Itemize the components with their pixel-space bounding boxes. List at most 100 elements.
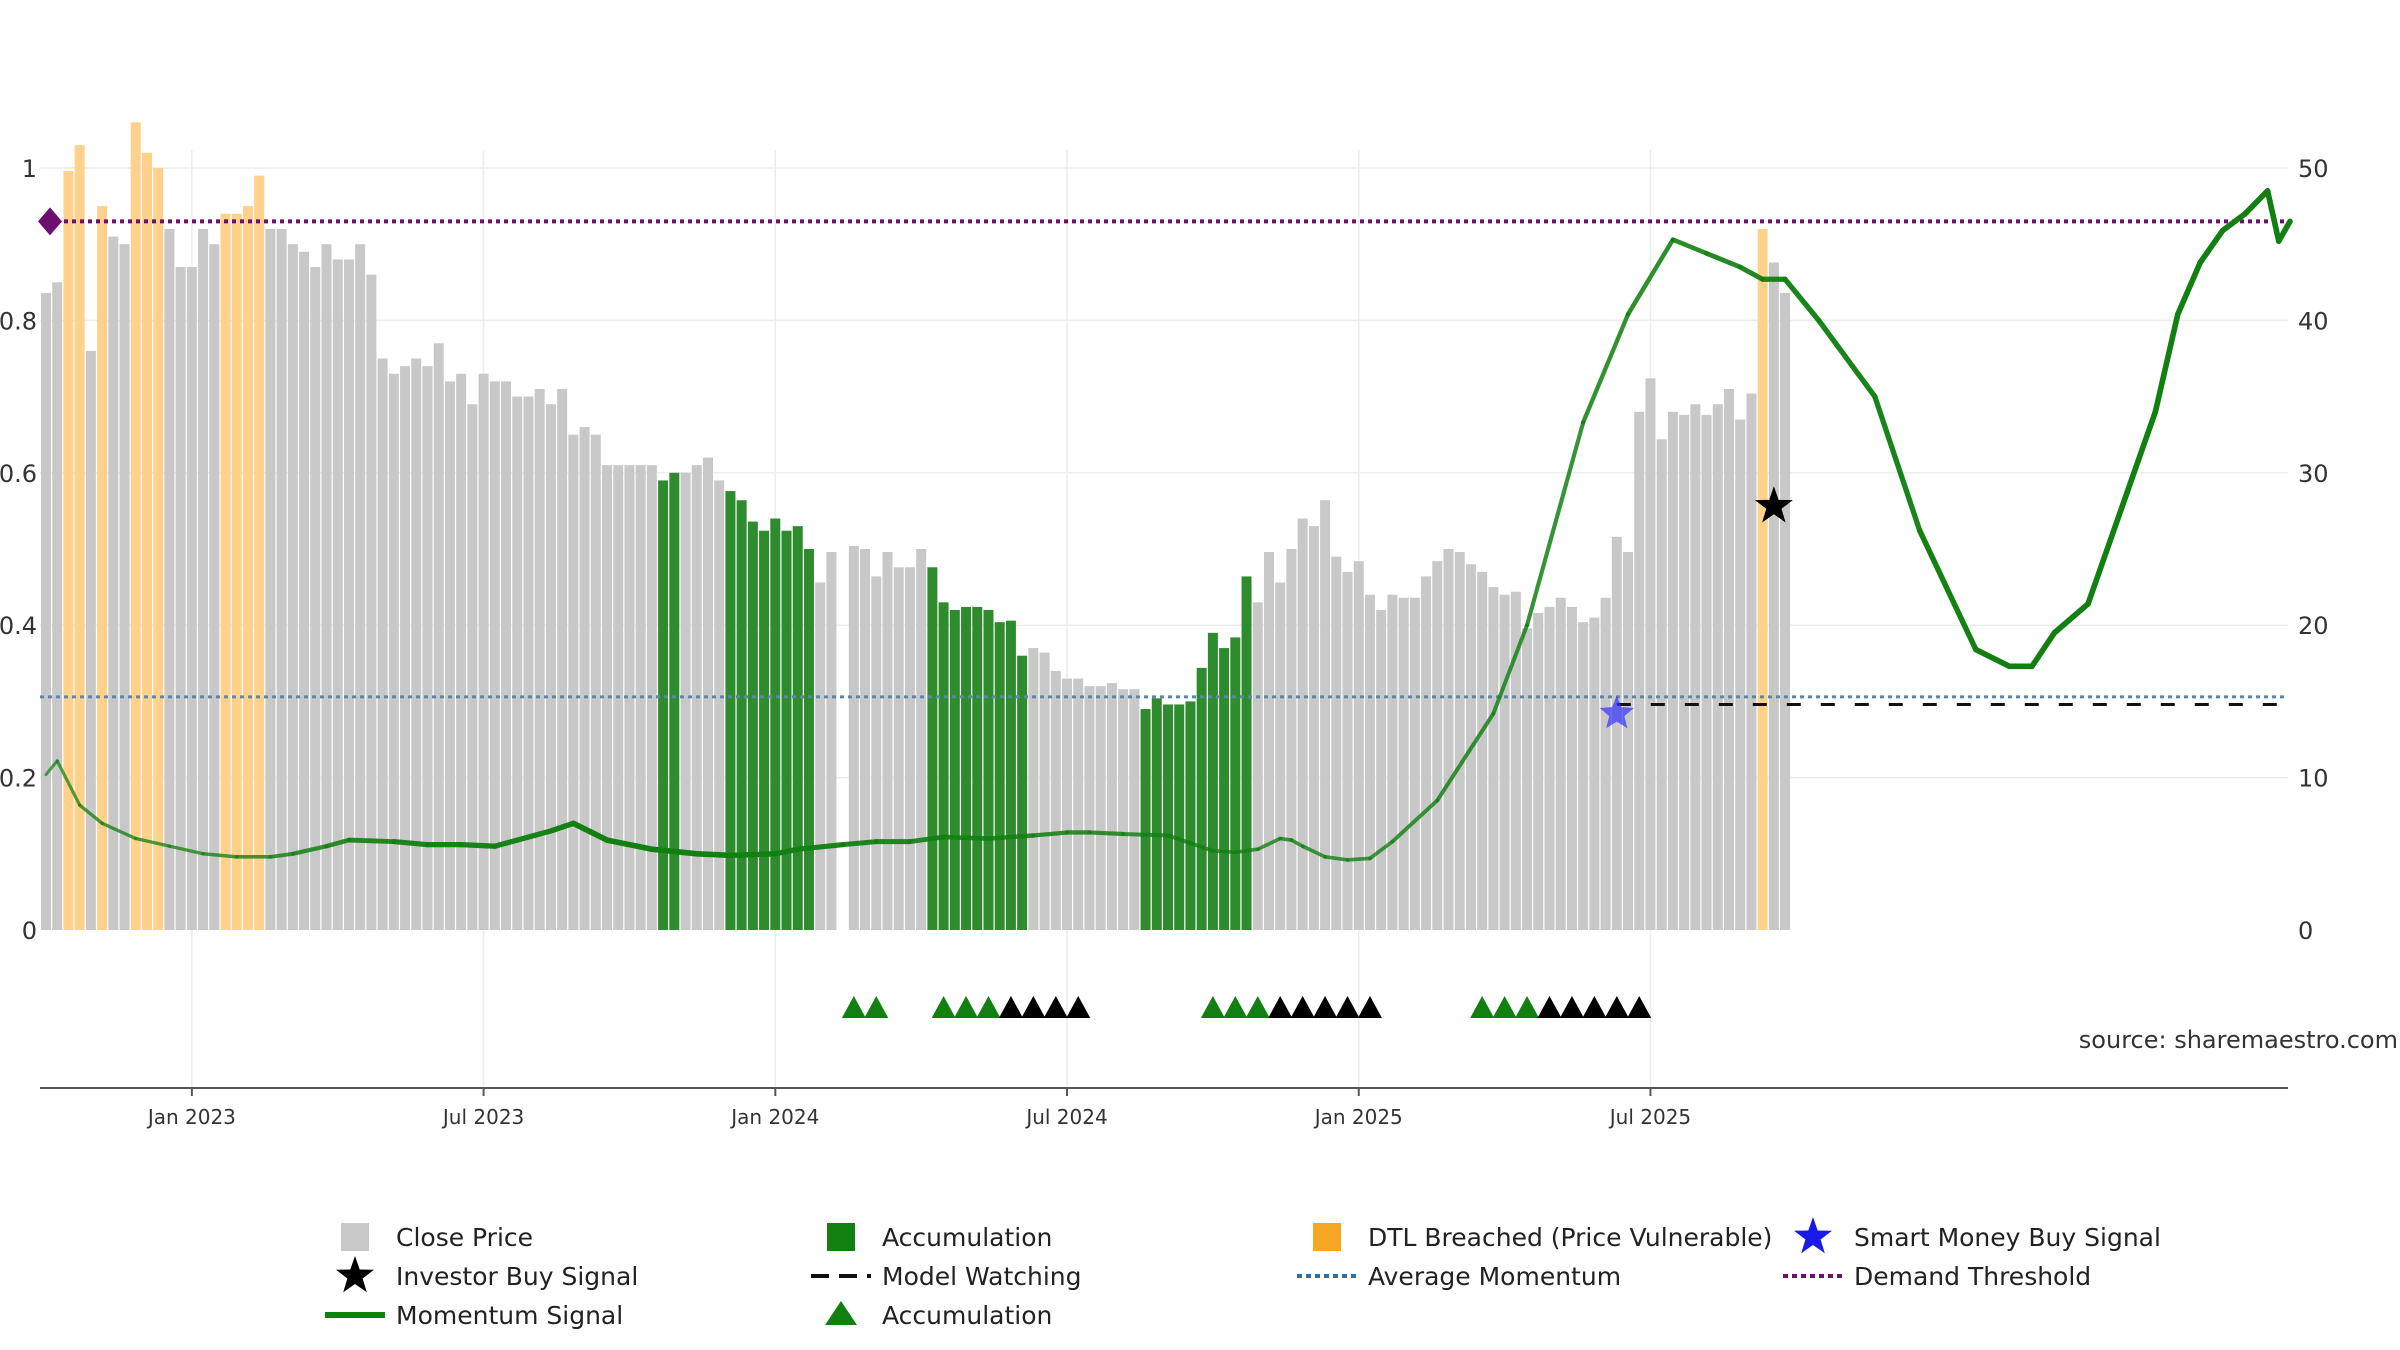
close-price-bar — [108, 236, 119, 930]
close-price-bar — [1645, 378, 1656, 930]
y-left-tick-label: 0 — [22, 917, 37, 945]
close-price-bar — [287, 244, 298, 930]
close-price-bar — [1106, 683, 1117, 930]
close-price-bar — [1611, 536, 1622, 930]
momentum-signal-segment — [1121, 831, 1170, 838]
grid-lines — [40, 150, 2288, 1088]
close-price-bar — [186, 267, 197, 930]
close-price-bar — [355, 244, 366, 930]
close-price-bar — [164, 228, 175, 930]
close-price-bar — [242, 206, 253, 931]
signal-markers — [38, 207, 1793, 729]
chart-legend: Close Price Accumulation DTL Breached (Pri… — [325, 1217, 2161, 1330]
close-price-bar — [1331, 556, 1342, 930]
close-price-bar — [1477, 571, 1488, 930]
close-price-bar — [74, 145, 85, 930]
investor-buy-signal-marker — [1754, 486, 1793, 523]
close-price-bar — [85, 350, 96, 930]
momentum-signal-segment — [2085, 409, 2159, 607]
momentum-signal-segment — [167, 844, 205, 856]
close-price-bar — [1230, 637, 1241, 930]
close-price-bar — [826, 552, 837, 930]
close-price-bar — [781, 530, 792, 930]
close-price-bar — [792, 526, 803, 930]
close-price-bar — [1690, 404, 1701, 931]
close-price-bar — [1544, 606, 1555, 930]
close-price-bar — [557, 388, 568, 931]
x-tick-label: Jul 2025 — [1608, 1105, 1691, 1129]
accumulation-triangle — [1627, 996, 1652, 1018]
close-price-bar — [938, 602, 949, 930]
close-price-bar — [1028, 648, 1039, 930]
close-price-bar — [254, 175, 265, 930]
y-left-tick-label: 1 — [22, 155, 37, 183]
close-price-bar — [1297, 518, 1308, 930]
x-tick-label: Jul 2023 — [441, 1105, 524, 1129]
momentum-signal-segment — [941, 834, 991, 841]
close-price-bar — [501, 381, 512, 930]
momentum-signal-segment — [1166, 833, 1193, 846]
momentum-signal-segment — [268, 851, 295, 859]
close-price-bar — [512, 396, 523, 931]
close-price-bar — [119, 244, 130, 930]
legend-label: Model Watching — [882, 1262, 1082, 1291]
momentum-signal-segment — [391, 839, 431, 848]
close-price-bar — [1757, 228, 1768, 930]
close-price-bar — [1701, 414, 1712, 930]
legend-item: DTL Breached (Price Vulnerable) — [1313, 1223, 1772, 1252]
accumulation-triangle — [998, 996, 1023, 1018]
close-price-bar — [1219, 648, 1230, 930]
momentum-signal-segment — [649, 846, 700, 857]
close-price-bar — [489, 381, 500, 930]
close-price-bar — [893, 567, 904, 930]
close-price-bar — [949, 609, 960, 930]
momentum-signal-segment — [2264, 188, 2282, 244]
accumulation-triangle — [1515, 996, 1540, 1018]
momentum-signal-segment — [2152, 311, 2181, 415]
close-price-bar — [41, 292, 51, 930]
close-price-bar — [231, 213, 242, 931]
close-price-bar — [1488, 587, 1499, 930]
close-price-bar — [1578, 622, 1589, 930]
legend-swatch — [827, 1223, 855, 1251]
momentum-signal-segment — [77, 803, 104, 825]
legend-item: Smart Money Buy Signal — [1794, 1217, 2161, 1254]
accumulation-triangle — [976, 996, 1001, 1018]
close-price-bar — [871, 576, 882, 930]
close-price-bar — [1398, 597, 1409, 930]
legend-item: Accumulation — [825, 1301, 1052, 1330]
legend-item: Average Momentum — [1297, 1262, 1621, 1291]
y-right-tick-label: 30 — [2298, 460, 2329, 488]
close-price-bar — [153, 168, 164, 930]
close-price-bar — [568, 434, 579, 930]
close-price-bar — [1275, 582, 1286, 930]
demand-threshold-marker — [38, 207, 62, 236]
indicator-lines — [40, 188, 2293, 862]
momentum-signal-segment — [2051, 601, 2091, 636]
close-price-bar — [299, 251, 310, 930]
close-price-bar — [904, 567, 915, 930]
accumulation-triangle — [841, 996, 866, 1018]
close-price-bar — [1263, 552, 1274, 930]
close-price-bar — [1746, 393, 1757, 930]
close-price-bar — [1364, 594, 1375, 930]
y-right-tick-label: 10 — [2298, 765, 2329, 793]
accumulation-triangle — [931, 996, 956, 1018]
momentum-signal-segment — [1782, 276, 1822, 324]
close-price-bar — [747, 521, 758, 930]
momentum-signal-segment — [795, 842, 846, 852]
close-price-bar — [534, 388, 545, 931]
momentum-signal-segment — [907, 834, 947, 845]
momentum-signal-segment — [1524, 420, 1586, 628]
momentum-signal-segment — [1289, 838, 1305, 849]
close-price-bar — [1129, 689, 1140, 930]
close-price-bar — [1207, 632, 1218, 930]
close-price-bar — [994, 622, 1005, 930]
momentum-signal-segment — [492, 828, 554, 849]
close-price-bar — [1286, 549, 1297, 930]
close-price-bar — [1073, 678, 1084, 930]
close-price-bar — [1039, 652, 1050, 930]
legend-label: Accumulation — [882, 1223, 1052, 1252]
legend-label: DTL Breached (Price Vulnerable) — [1368, 1223, 1772, 1252]
momentum-signal-segment — [1816, 317, 1878, 400]
